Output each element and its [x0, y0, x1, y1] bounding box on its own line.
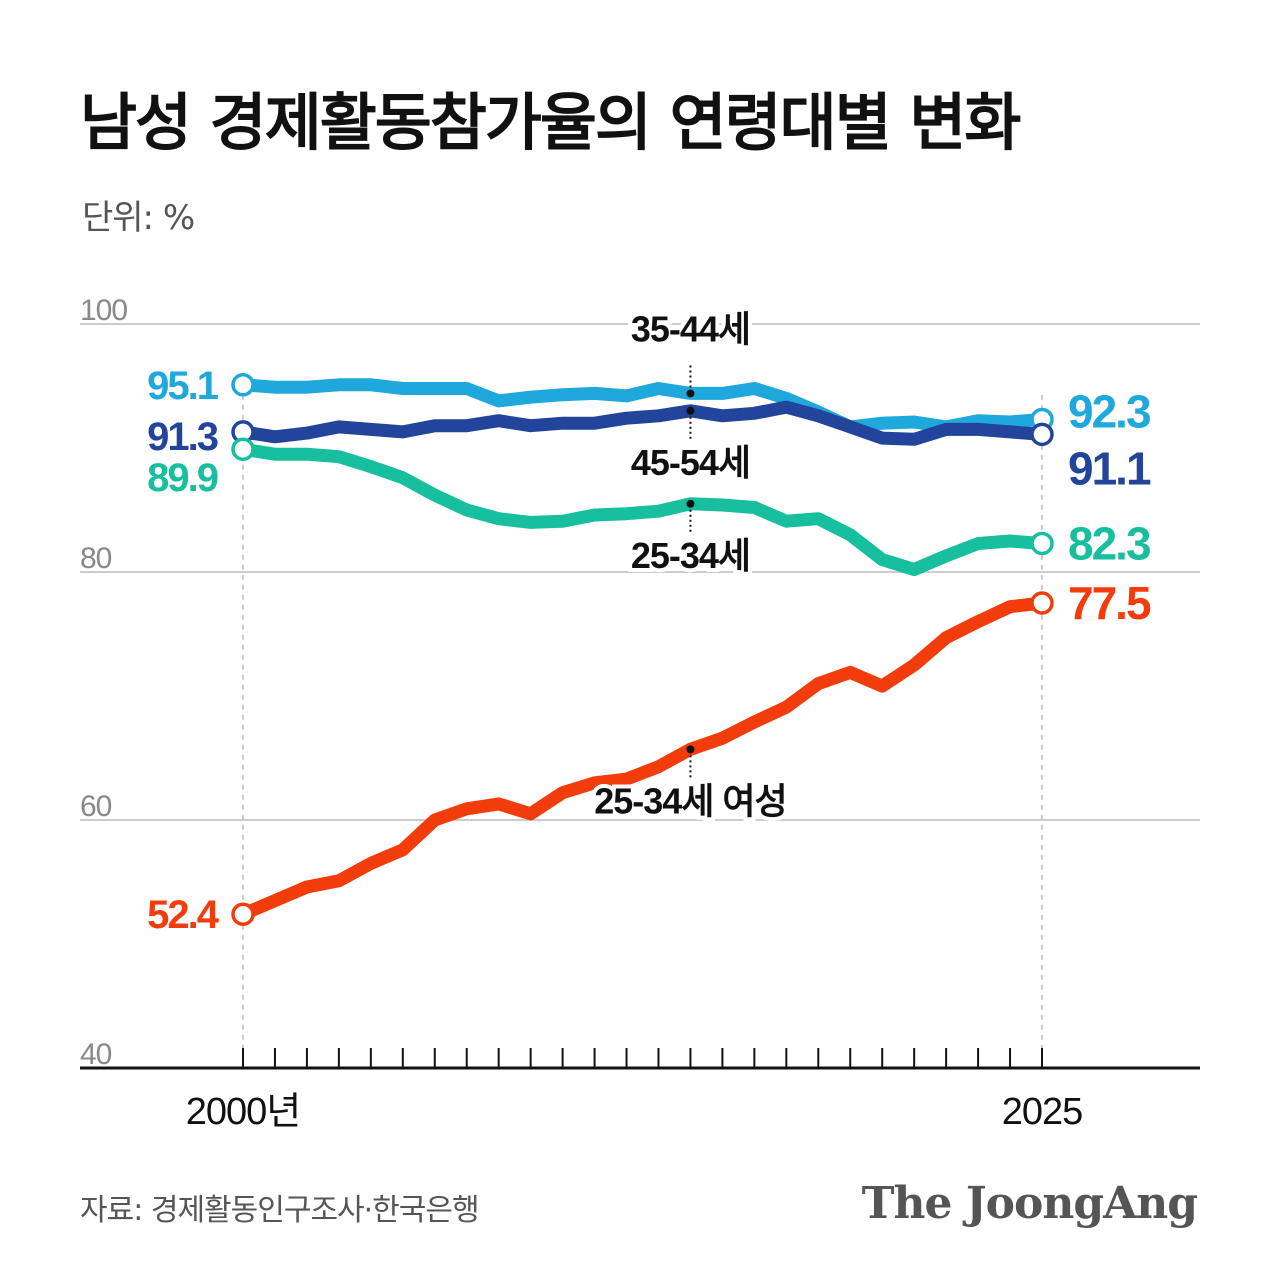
series-line-male_25_34 — [236, 442, 1049, 576]
start-value-label-male_45_54: 91.3 — [147, 415, 218, 459]
x-tick-label-start: 2000년 — [186, 1091, 301, 1133]
series-line-male_35_44 — [236, 378, 1049, 434]
end-value-label-male_25_34: 82.3 — [1068, 517, 1150, 569]
start-marker-female_25_34 — [231, 902, 255, 926]
start-value-label-male_35_44: 95.1 — [147, 364, 219, 408]
start-value-label-female_25_34: 52.4 — [147, 893, 220, 937]
chart-title: 남성 경제활동참가율의 연령대별 변화 — [80, 86, 1021, 159]
annotation-label-male_45_54: 45-54세 — [631, 442, 750, 483]
y-tick-label: 60 — [80, 790, 112, 823]
annotation-label-female_25_34: 25-34세 여성 — [594, 780, 786, 821]
x-tick-label-end: 2025 — [1002, 1091, 1083, 1133]
end-marker-male_45_54 — [1030, 422, 1054, 447]
y-tick-label: 40 — [80, 1038, 112, 1071]
end-value-label-female_25_34: 77.5 — [1068, 577, 1151, 629]
source-note: 자료: 경제활동인구조사·한국은행 — [80, 1193, 480, 1228]
end-value-label-male_45_54: 91.1 — [1068, 442, 1151, 494]
end-marker-female_25_34 — [1030, 591, 1054, 615]
annotation-dot — [686, 389, 695, 398]
series-line-female_25_34 — [236, 596, 1049, 921]
start-marker-male_25_34 — [231, 437, 255, 461]
y-tick-label: 80 — [80, 542, 112, 575]
series-line-male_45_54 — [236, 400, 1049, 446]
annotation-dot — [686, 406, 695, 415]
y-tick-label: 100 — [80, 294, 127, 327]
brand-logo: The JoongAng — [861, 1178, 1198, 1229]
start-marker-male_35_44 — [231, 373, 255, 397]
end-marker-male_25_34 — [1030, 531, 1054, 556]
annotation-dot — [686, 745, 695, 754]
start-value-label-male_25_34: 89.9 — [147, 456, 218, 500]
unit-label: 단위: % — [82, 198, 195, 238]
annotation-label-male_35_44: 35-44세 — [631, 308, 750, 349]
end-value-label-male_35_44: 92.3 — [1068, 385, 1150, 437]
annotation-dot — [686, 499, 695, 508]
annotation-label-male_25_34: 25-34세 — [631, 535, 750, 576]
